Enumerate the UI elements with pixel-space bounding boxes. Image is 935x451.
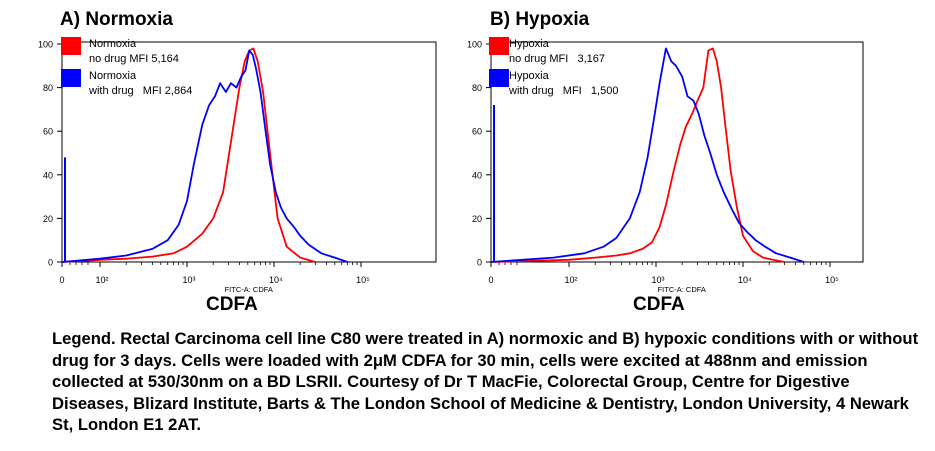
x-tick-label-hypoxia: 0 xyxy=(488,275,493,285)
series-line-normoxia-0 xyxy=(61,47,316,263)
y-tick-label-hypoxia: 60 xyxy=(472,127,482,137)
x-tick-label-hypoxia: 10⁴ xyxy=(738,275,752,285)
y-tick-label-normoxia: 20 xyxy=(43,214,53,224)
y-tick-label-hypoxia: 80 xyxy=(472,83,482,93)
series-line-hypoxia-1 xyxy=(490,47,805,263)
x-tick-label-normoxia: 10³ xyxy=(182,275,195,285)
figure-legend-text: Legend. Rectal Carcinoma cell line C80 w… xyxy=(52,329,919,434)
x-axis-caption-normoxia: FITC-A: CDFA xyxy=(225,285,273,294)
x-axis-caption-hypoxia: FITC-A: CDFA xyxy=(658,285,706,294)
plot-frame-hypoxia xyxy=(490,41,864,263)
y-tick-label-normoxia: 100 xyxy=(38,40,53,50)
y-tick-label-hypoxia: 20 xyxy=(472,214,482,224)
x-tick-label-normoxia: 10⁴ xyxy=(269,275,283,285)
legend-swatch-normoxia-1 xyxy=(61,69,81,87)
legend-swatch-hypoxia-0 xyxy=(489,37,509,55)
y-tick-label-normoxia: 40 xyxy=(43,170,53,180)
figure-plots: 0 20 40 60 80 100 0 10² 10³ 10⁴ 10⁵ FITC-A: CDFA Nor… xyxy=(38,37,864,294)
x-tick-label-normoxia: 10⁵ xyxy=(356,275,370,285)
legend-label-hypoxia-0: Hypoxia no drug MFI 3,167 xyxy=(509,38,605,65)
legend-label-normoxia-1: Normoxia with drug MFI 2,864 xyxy=(88,70,192,97)
y-tick-label-hypoxia: 0 xyxy=(477,258,482,268)
y-tick-label-normoxia: 60 xyxy=(43,127,53,137)
y-tick-label-normoxia: 0 xyxy=(48,258,53,268)
histogram-normoxia: 0 20 40 60 80 100 0 10² 10³ 10⁴ 10⁵ FITC-A: CDFA Nor… xyxy=(38,37,437,294)
x-axis-label-hypoxia: CDFA xyxy=(633,294,685,315)
histogram-hypoxia: 0 20 40 60 80 100 0 10² 10³ 10⁴ 10⁵ FITC-A: CDFA Hyp… xyxy=(467,37,864,294)
x-tick-label-hypoxia: 10⁵ xyxy=(825,275,839,285)
legend-label-normoxia-0: Normoxia no drug MFI 5,164 xyxy=(89,38,179,65)
panel-title-normoxia: A) Normoxia xyxy=(60,9,173,30)
y-tick-label-normoxia: 80 xyxy=(43,83,53,93)
legend-swatch-hypoxia-1 xyxy=(489,69,509,87)
plot-frame-normoxia xyxy=(61,41,437,263)
legend-swatch-normoxia-0 xyxy=(61,37,81,55)
legend-label-hypoxia-1: Hypoxia with drug MFI 1,500 xyxy=(508,70,618,97)
x-tick-label-hypoxia: 10² xyxy=(564,275,577,285)
series-line-normoxia-1 xyxy=(61,49,348,263)
y-tick-label-hypoxia: 40 xyxy=(472,170,482,180)
x-tick-label-hypoxia: 10³ xyxy=(651,275,664,285)
y-tick-label-hypoxia: 100 xyxy=(467,40,482,50)
x-tick-label-normoxia: 0 xyxy=(59,275,64,285)
x-axis-label-normoxia: CDFA xyxy=(206,294,258,315)
panel-title-hypoxia: B) Hypoxia xyxy=(490,9,590,30)
x-tick-label-normoxia: 10² xyxy=(95,275,108,285)
